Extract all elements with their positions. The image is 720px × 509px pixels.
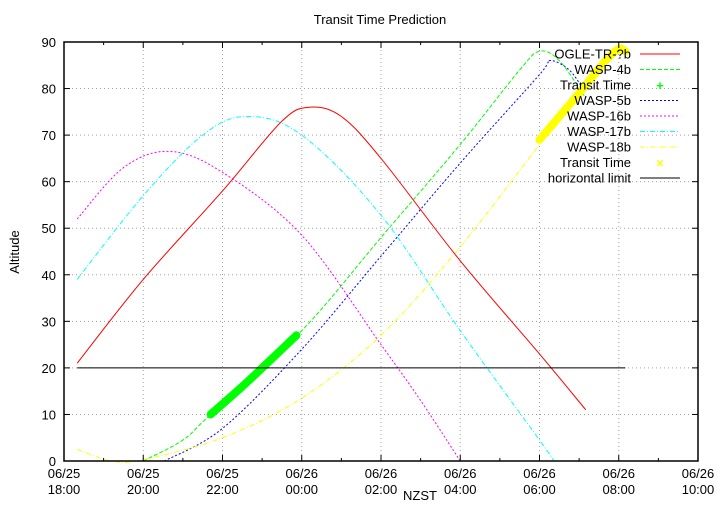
x-tick-time: 04:00	[444, 482, 477, 497]
series-line-wasp-5b	[164, 60, 587, 462]
legend-marker: ×	[656, 156, 664, 171]
y-tick-label: 70	[42, 128, 56, 143]
series-line-wasp-18b	[77, 144, 540, 463]
legend-label: Transit Time	[560, 155, 631, 170]
x-tick-date: 06/26	[523, 466, 556, 481]
x-tick-time: 10:00	[682, 482, 715, 497]
series-line-wasp-16b	[76, 150, 461, 462]
series-line-transit-time	[206, 331, 301, 419]
x-tick-date: 06/26	[444, 466, 477, 481]
legend-label: WASP-16b	[567, 109, 631, 124]
legend-label: WASP-5b	[574, 93, 631, 108]
x-tick-time: 00:00	[285, 482, 318, 497]
x-tick-date: 06/26	[365, 466, 398, 481]
series-line-ogle-tr-b	[76, 106, 587, 411]
x-tick-date: 06/25	[206, 466, 239, 481]
x-tick-time: 18:00	[48, 482, 81, 497]
series-line-wasp-4b	[143, 50, 587, 462]
x-tick-date: 06/26	[602, 466, 635, 481]
series-line-wasp-17b	[76, 115, 555, 462]
x-tick-date: 06/25	[127, 466, 160, 481]
x-tick-time: 20:00	[127, 482, 160, 497]
y-tick-label: 0	[49, 454, 56, 469]
y-tick-label: 30	[42, 314, 56, 329]
legend-label: WASP-18b	[567, 140, 631, 155]
legend-label: WASP-17b	[567, 124, 631, 139]
ticks: 010203040506070809006/2518:0006/2520:000…	[42, 35, 715, 497]
x-tick-date: 06/26	[285, 466, 318, 481]
legend-label: Transit Time	[560, 78, 631, 93]
x-tick-date: 06/26	[682, 466, 715, 481]
x-axis-label: NZST	[403, 488, 437, 503]
y-tick-label: 60	[42, 175, 56, 190]
y-axis-label: Altitude	[7, 230, 22, 273]
legend-label: horizontal limit	[548, 171, 631, 186]
y-tick-label: 20	[42, 361, 56, 376]
y-tick-label: 50	[42, 221, 56, 236]
series-layer	[76, 44, 630, 463]
y-tick-label: 90	[42, 35, 56, 50]
y-tick-label: 40	[42, 268, 56, 283]
chart-title: Transit Time Prediction	[314, 12, 446, 27]
x-tick-date: 06/25	[48, 466, 81, 481]
x-tick-time: 06:00	[523, 482, 556, 497]
legend-label: WASP-4b	[574, 62, 631, 77]
y-tick-label: 80	[42, 82, 56, 97]
series-line-transit-time	[535, 44, 630, 144]
x-tick-time: 08:00	[602, 482, 635, 497]
y-tick-label: 10	[42, 407, 56, 422]
x-tick-time: 22:00	[206, 482, 239, 497]
x-tick-time: 02:00	[365, 482, 398, 497]
legend-marker: +	[656, 78, 664, 93]
legend-label: OGLE-TR-?b	[554, 47, 631, 62]
